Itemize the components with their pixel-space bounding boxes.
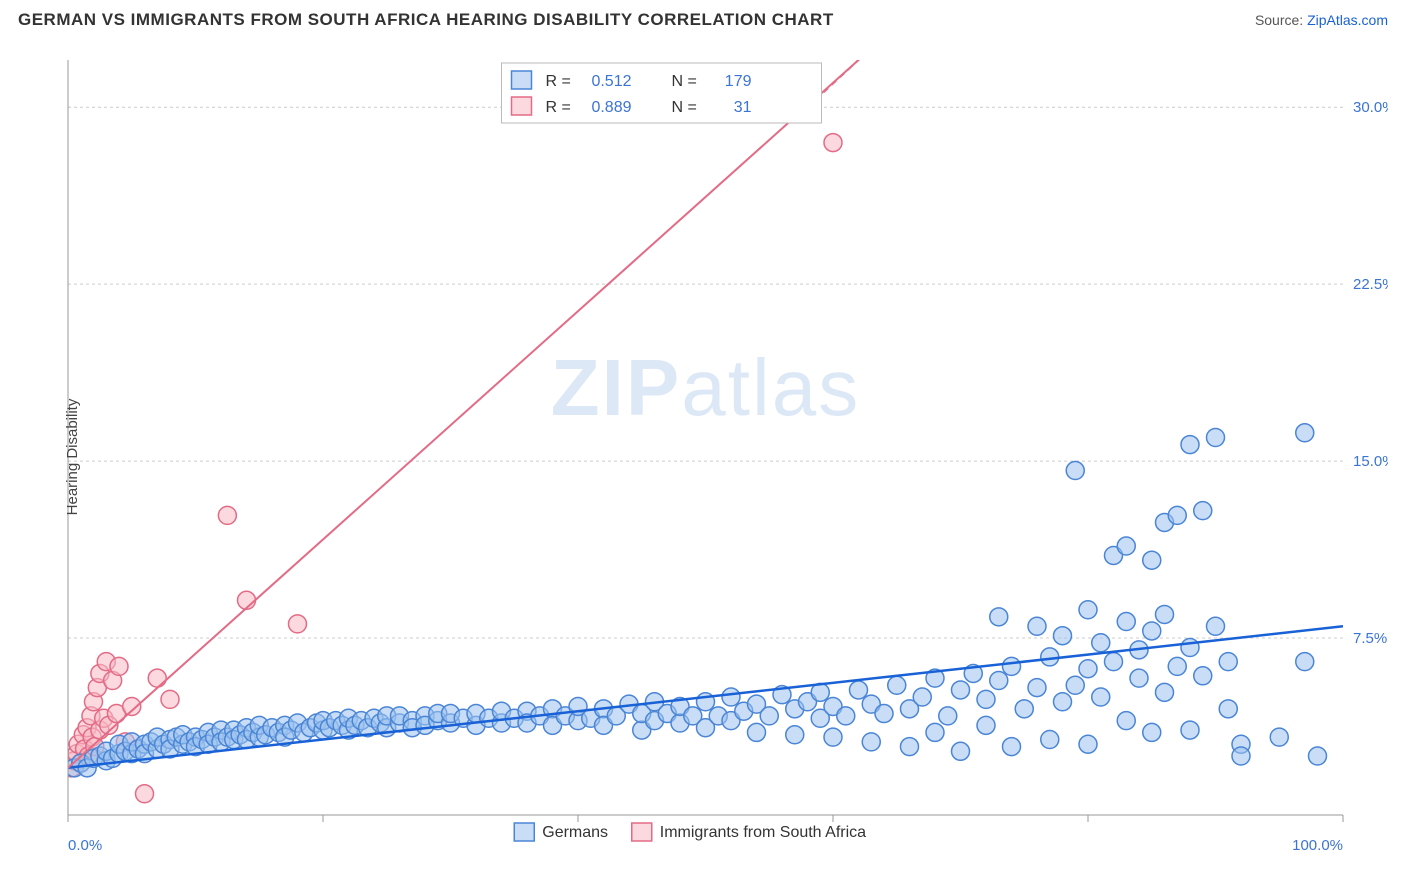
scatter-point-germans <box>1219 653 1237 671</box>
stats-r-label: R = <box>546 73 571 90</box>
stats-swatch <box>512 97 532 115</box>
scatter-point-germans <box>1207 617 1225 635</box>
scatter-point-south_africa <box>218 506 236 524</box>
scatter-point-germans <box>1079 660 1097 678</box>
scatter-point-germans <box>1156 605 1174 623</box>
scatter-point-germans <box>1003 738 1021 756</box>
scatter-point-germans <box>977 690 995 708</box>
y-axis-tick-label: 7.5% <box>1353 630 1387 647</box>
scatter-point-germans <box>1092 634 1110 652</box>
scatter-point-germans <box>1143 622 1161 640</box>
scatter-point-germans <box>1232 747 1250 765</box>
scatter-point-germans <box>1079 735 1097 753</box>
scatter-point-germans <box>939 707 957 725</box>
y-axis-tick-label: 22.5% <box>1353 276 1388 293</box>
scatter-point-germans <box>786 726 804 744</box>
scatter-point-germans <box>1168 657 1186 675</box>
scatter-point-germans <box>1207 429 1225 447</box>
scatter-point-germans <box>1015 700 1033 718</box>
scatter-point-germans <box>990 608 1008 626</box>
x-axis-end-label: 100.0% <box>1292 837 1343 854</box>
scatter-point-germans <box>901 738 919 756</box>
stats-n-value: 31 <box>734 99 752 116</box>
y-axis-label: Hearing Disability <box>64 399 81 516</box>
legend-label: Germans <box>542 824 608 841</box>
watermark-text: ZIPatlas <box>551 343 860 432</box>
source-link[interactable]: ZipAtlas.com <box>1307 12 1388 28</box>
source-attribution: Source: ZipAtlas.com <box>1255 12 1388 28</box>
scatter-point-germans <box>1181 638 1199 656</box>
stats-r-value: 0.512 <box>591 73 631 90</box>
correlation-scatter-chart: ZIPatlas 0.0% 100.0% 7.5% 15.0% 22.5% 30.0% R =… <box>18 40 1388 874</box>
scatter-point-germans <box>1219 700 1237 718</box>
scatter-point-germans <box>888 676 906 694</box>
scatter-point-south_africa <box>110 657 128 675</box>
scatter-point-south_africa <box>161 690 179 708</box>
scatter-point-south_africa <box>824 134 842 152</box>
scatter-point-germans <box>1105 653 1123 671</box>
scatter-point-germans <box>1296 653 1314 671</box>
scatter-point-south_africa <box>136 785 154 803</box>
source-label: Source: <box>1255 12 1303 28</box>
scatter-point-germans <box>952 742 970 760</box>
scatter-point-germans <box>1168 506 1186 524</box>
scatter-point-germans <box>1296 424 1314 442</box>
scatter-point-germans <box>1143 551 1161 569</box>
scatter-point-germans <box>748 723 766 741</box>
scatter-point-germans <box>1079 601 1097 619</box>
scatter-point-germans <box>1181 721 1199 739</box>
scatter-point-germans <box>1130 669 1148 687</box>
scatter-point-germans <box>977 716 995 734</box>
scatter-point-germans <box>1092 688 1110 706</box>
scatter-point-germans <box>837 707 855 725</box>
scatter-point-germans <box>850 681 868 699</box>
scatter-point-germans <box>722 688 740 706</box>
scatter-point-germans <box>1028 617 1046 635</box>
stats-n-value: 179 <box>725 73 752 90</box>
y-axis-tick-label: 15.0% <box>1353 453 1388 470</box>
scatter-point-germans <box>1194 502 1212 520</box>
scatter-point-south_africa <box>289 615 307 633</box>
scatter-point-south_africa <box>238 591 256 609</box>
scatter-point-germans <box>913 688 931 706</box>
stats-n-label: N = <box>672 99 697 116</box>
scatter-point-germans <box>875 705 893 723</box>
scatter-point-germans <box>1194 667 1212 685</box>
scatter-point-germans <box>1054 627 1072 645</box>
scatter-point-germans <box>1117 712 1135 730</box>
scatter-point-germans <box>952 681 970 699</box>
scatter-point-south_africa <box>148 669 166 687</box>
scatter-point-germans <box>824 728 842 746</box>
scatter-point-germans <box>1156 683 1174 701</box>
x-axis-start-label: 0.0% <box>68 837 102 854</box>
scatter-point-germans <box>760 707 778 725</box>
scatter-point-germans <box>1117 537 1135 555</box>
scatter-point-germans <box>1117 613 1135 631</box>
stats-r-value: 0.889 <box>591 99 631 116</box>
scatter-point-south_africa <box>123 697 141 715</box>
scatter-point-germans <box>1270 728 1288 746</box>
scatter-point-germans <box>1041 731 1059 749</box>
scatter-point-germans <box>926 723 944 741</box>
legend-swatch <box>632 823 652 841</box>
scatter-point-germans <box>1143 723 1161 741</box>
stats-n-label: N = <box>672 73 697 90</box>
legend-label: Immigrants from South Africa <box>660 824 866 841</box>
legend-swatch <box>514 823 534 841</box>
scatter-point-germans <box>1003 657 1021 675</box>
stats-swatch <box>512 71 532 89</box>
scatter-point-germans <box>862 733 880 751</box>
y-axis-tick-label: 30.0% <box>1353 99 1388 116</box>
trend-line-germans <box>68 626 1343 768</box>
scatter-point-germans <box>1054 693 1072 711</box>
scatter-point-germans <box>1309 747 1327 765</box>
scatter-point-germans <box>990 672 1008 690</box>
chart-title: GERMAN VS IMMIGRANTS FROM SOUTH AFRICA H… <box>18 10 834 30</box>
scatter-point-germans <box>1066 676 1084 694</box>
stats-r-label: R = <box>546 99 571 116</box>
scatter-point-germans <box>1181 436 1199 454</box>
scatter-point-germans <box>1066 462 1084 480</box>
scatter-point-germans <box>1028 679 1046 697</box>
